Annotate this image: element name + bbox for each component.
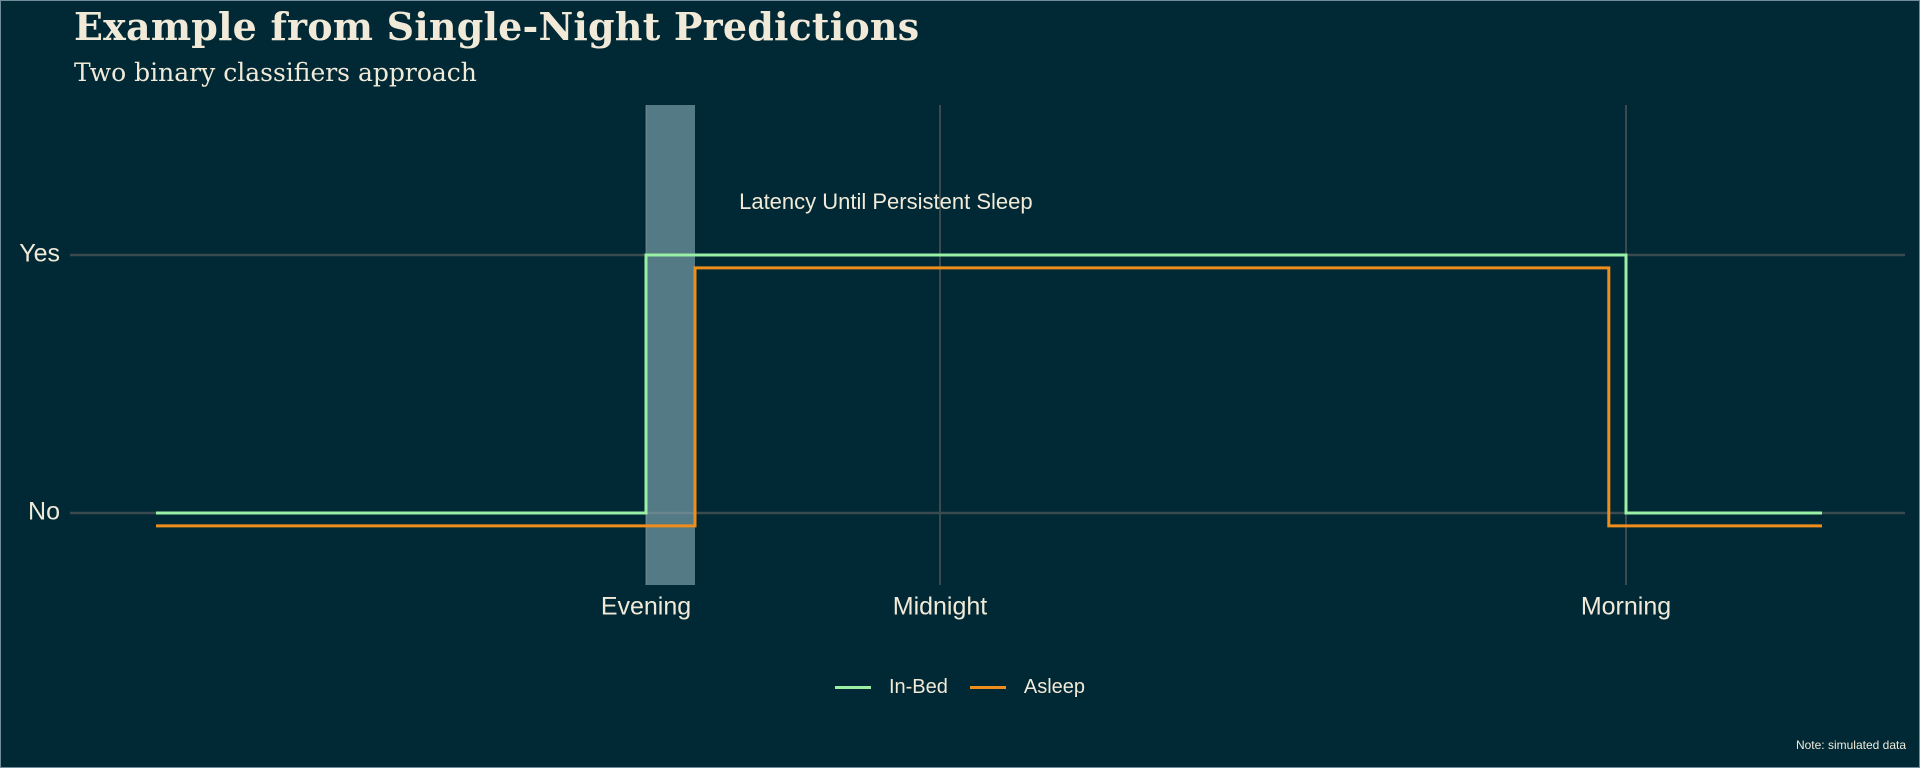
series-line-asleep <box>156 266 1822 528</box>
chart-legend: In-Bed Asleep <box>0 676 1920 699</box>
chart-caption: Note: simulated data <box>1795 738 1906 752</box>
x-tick-label-midnight: Midnight <box>893 593 988 621</box>
x-tick-label-morning: Morning <box>1581 593 1671 621</box>
legend-key-in-bed <box>834 686 871 689</box>
chart-subtitle: Two binary classifiers approach <box>74 58 477 87</box>
chart-title: Example from Single-Night Predictions <box>74 4 920 49</box>
legend-item-asleep: Asleep <box>969 676 1086 699</box>
legend-label-in-bed: In-Bed <box>888 676 948 698</box>
latency-band <box>646 105 695 585</box>
annotation-latency: Latency Until Persistent Sleep <box>739 189 1033 214</box>
x-tick-label-evening: Evening <box>601 593 691 621</box>
y-tick-label-no: No <box>28 498 60 526</box>
y-tick-label-yes: Yes <box>19 240 60 268</box>
legend-item-in-bed: In-Bed <box>834 676 948 699</box>
legend-label-asleep: Asleep <box>1023 676 1086 698</box>
legend-key-asleep <box>969 686 1006 689</box>
series-line-in-bed <box>156 253 1822 515</box>
